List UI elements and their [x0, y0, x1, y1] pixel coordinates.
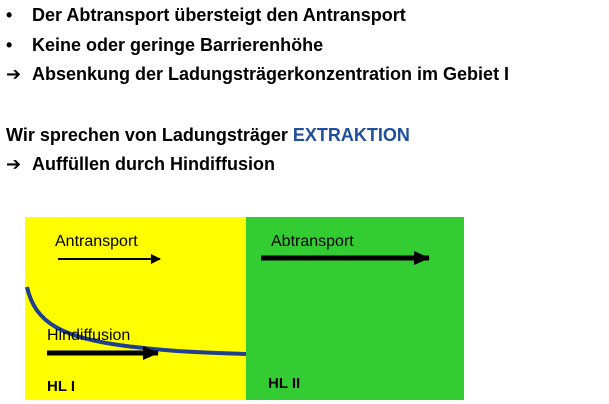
region-hl-2	[246, 217, 464, 400]
conclusion-line-2: ➔ Auffüllen durch Hindiffusion	[6, 153, 275, 175]
bullet-text: Der Abtransport übersteigt den Antranspo…	[32, 5, 406, 25]
region-hl-1-label: HL I	[47, 378, 76, 395]
region-hl-2-label: HL II	[268, 375, 301, 392]
statement-highlight: EXTRAKTION	[292, 125, 410, 145]
bullet-marker: •	[6, 35, 13, 55]
arrow-right-icon: ➔	[6, 64, 22, 84]
conclusion-text: Auffüllen durch Hindiffusion	[32, 154, 275, 174]
diagram-overlay	[25, 251, 430, 360]
arrow-right-icon: ➔	[6, 154, 22, 174]
conclusion-line-1: ➔ Absenkung der Ladungsträgerkonzentratio…	[6, 63, 509, 85]
bullet-line-2: • Keine oder geringe Barrierenhöhe	[6, 34, 323, 56]
concentration-curve	[25, 286, 247, 356]
abtransport-label: Abtransport	[271, 233, 354, 250]
statement-line: Wir sprechen von Ladungsträger EXTRAKTIO…	[6, 124, 410, 146]
conclusion-text: Absenkung der Ladungsträgerkonzentration…	[32, 64, 510, 84]
bullet-line-1: • Der Abtransport übersteigt den Antransp…	[6, 4, 406, 26]
antransport-label: Antransport	[55, 233, 138, 250]
bullet-text: Keine oder geringe Barrierenhöhe	[32, 35, 324, 55]
bullet-marker: •	[6, 5, 13, 25]
semiconductor-diagram: Antransport Abtransport Hindiffusion HL …	[25, 217, 464, 400]
hindiffusion-label: Hindiffusion	[47, 327, 131, 344]
region-hl-1	[25, 217, 246, 400]
statement-prefix: Wir sprechen von Ladungsträger	[6, 125, 293, 145]
